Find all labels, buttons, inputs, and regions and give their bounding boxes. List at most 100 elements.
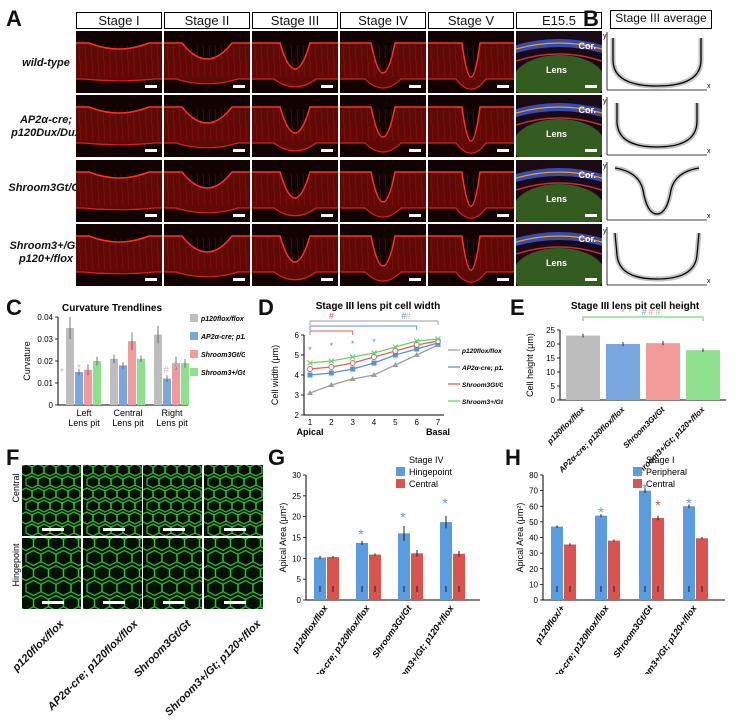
apical-surface: [340, 42, 426, 74]
panel-letter-g: G: [268, 445, 286, 470]
micrograph-r1-c5: [428, 31, 514, 93]
x-end-label-basal: Basal: [426, 427, 450, 437]
cell-outline: [143, 465, 154, 477]
cell-boundary: [354, 44, 358, 78]
cell-boundary: [436, 108, 440, 142]
cell-boundary: [396, 44, 400, 78]
bar: [84, 369, 92, 405]
cell-outline: [194, 475, 202, 489]
scale-bar: [409, 278, 421, 281]
lens-edge: [516, 246, 602, 255]
micrograph-r1-c1: [76, 31, 162, 93]
significance-mark: #: [329, 311, 334, 321]
cell-outline: [55, 511, 69, 525]
chart-c-curvature: Curvature Trendlines 0 0.01 0.02 0.03 0.04 Cur…: [22, 303, 245, 428]
chart-title: Stage III lens pit cell height: [571, 301, 700, 312]
cell-outline: [244, 594, 261, 609]
junction-network: [203, 538, 263, 609]
y-tick-label: 0: [297, 596, 302, 605]
cell-outline: [32, 538, 50, 552]
cell-outline: [183, 564, 201, 582]
cell-boundary: [108, 108, 112, 142]
legend-label: p120flox/flox: [200, 316, 245, 323]
cell-boundary: [284, 237, 288, 271]
cell-outline: [259, 567, 263, 579]
y-tick-label: 20: [546, 340, 555, 349]
cornea-layer: [516, 39, 602, 53]
cell-boundary: [396, 173, 400, 207]
category-label: Shroom3Gt/Gt: [611, 603, 655, 660]
cell-outline: [61, 499, 75, 513]
cell-boundary: [78, 237, 82, 271]
micrograph-r1-c2: [164, 31, 250, 93]
bar: [93, 361, 101, 405]
cell-boundary: [214, 44, 218, 78]
micrograph-r3-c4: [340, 160, 426, 222]
tissue-drawing: [76, 171, 162, 211]
cell-boundary: [156, 108, 160, 142]
x-tick-label: 4: [372, 418, 377, 427]
cell-boundary: [342, 108, 346, 142]
cell-boundary: [196, 44, 200, 78]
cell-boundary: [166, 173, 170, 207]
cell-boundary: [272, 237, 276, 271]
cell-outline: [103, 511, 118, 525]
y-tick-label: 2: [295, 411, 300, 420]
cell-boundary: [354, 108, 358, 142]
significance-mark: *: [308, 345, 312, 355]
cell-outline: [22, 465, 33, 477]
tissue-drawing: [516, 224, 602, 286]
epithelium-fill: [164, 236, 250, 277]
basal-surface: [164, 78, 250, 85]
cell-outline: [153, 538, 171, 552]
cell-boundary: [496, 44, 500, 78]
cell-outline: [121, 499, 136, 513]
f-label-p120: p120flox/flox: [10, 618, 67, 675]
cell-boundary: [102, 108, 106, 142]
y-tick-label: 50: [529, 518, 538, 527]
cell-boundary: [430, 108, 434, 142]
apical-surface: [76, 171, 162, 179]
panel-letter-d: D: [258, 295, 274, 320]
cell-outline: [230, 475, 245, 489]
cell-boundary: [272, 173, 276, 207]
cell-outline: [230, 499, 245, 513]
junction-network: [203, 465, 263, 536]
tissue-drawing: [76, 42, 162, 82]
micrograph-r2-c5: [428, 95, 514, 157]
cell-outline: [25, 579, 42, 597]
y-tick-label: 0.03: [37, 335, 53, 344]
cell-boundary: [460, 237, 464, 271]
panel-letter-h: H: [505, 445, 521, 470]
significance-mark: *: [655, 497, 661, 513]
cell-outline: [143, 487, 154, 501]
category-label: Right: [161, 408, 183, 418]
cell-boundary: [96, 173, 100, 207]
significance-mark: *: [635, 307, 639, 317]
cornea-label: Cor.: [578, 234, 596, 244]
cell-boundary: [120, 44, 124, 78]
cell-outline: [203, 538, 216, 552]
cell-boundary: [96, 237, 100, 271]
y-tick-label: 30: [292, 471, 301, 480]
scale-bar: [223, 528, 246, 531]
cell-boundary: [232, 173, 236, 207]
cell-outline: [236, 465, 251, 477]
cell-outline: [85, 523, 100, 536]
cell-boundary: [414, 108, 418, 142]
cell-boundary: [120, 173, 124, 207]
cell-outline: [170, 475, 184, 489]
lens-edge: [516, 53, 602, 62]
cell-boundary: [184, 173, 188, 207]
cell-outline: [183, 538, 201, 552]
basal-surface: [428, 271, 514, 283]
tissue-drawing: [164, 106, 250, 149]
micrograph-r3-c1: [76, 160, 162, 222]
cell-boundary: [496, 237, 500, 271]
cell-boundary: [348, 44, 352, 78]
cell-boundary: [372, 108, 376, 142]
cell-boundary: [378, 44, 382, 78]
cell-boundary: [478, 173, 482, 207]
epithelium-fill: [428, 107, 514, 154]
cell-boundary: [460, 44, 464, 78]
